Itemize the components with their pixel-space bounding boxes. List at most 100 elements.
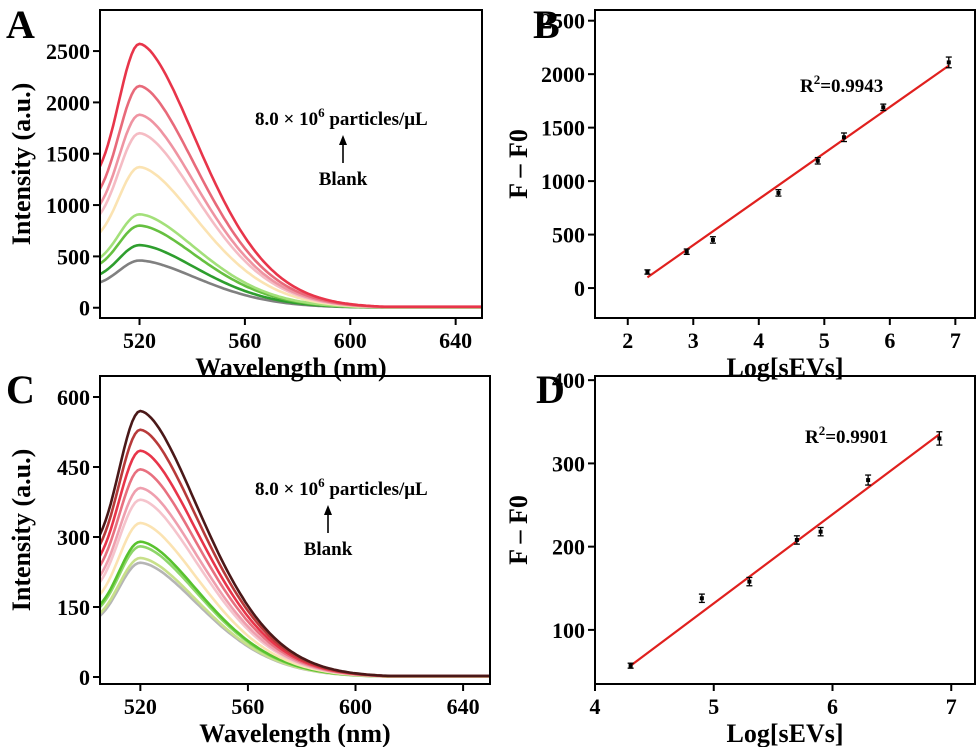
y-tick-label: 0	[79, 665, 90, 690]
panel-d: 4 5 6 7 100 200 300 400 Log[sEVs] F – F0 D R2=0.990…	[504, 367, 976, 747]
x-tick-label: 600	[339, 694, 372, 719]
y-tick-label: 1000	[541, 169, 585, 194]
y-tick-label: 600	[57, 385, 90, 410]
y-tick-label: 300	[57, 525, 90, 550]
spectrum-line-6	[100, 498, 490, 678]
x-tick-label: 7	[946, 694, 957, 719]
data-point	[794, 537, 799, 542]
x-tick-label: 3	[688, 328, 699, 353]
x-tick-label: 4	[753, 328, 764, 353]
x-tick-label: 520	[124, 694, 157, 719]
y-axis-title: F – F0	[504, 129, 533, 199]
r-squared-exponent: 2	[814, 72, 821, 87]
arrow-head	[324, 505, 332, 515]
arrow-head	[339, 135, 347, 145]
y-tick-label: 1000	[46, 193, 90, 218]
spectrum-line-9	[100, 42, 482, 308]
panel-a: 520 560 600 640 0 500 1000 1500 2000 2500 Waveleng…	[6, 2, 483, 382]
concentration-value: 8.0 × 10	[255, 479, 318, 500]
y-tick-label: 400	[552, 368, 585, 393]
x-tick-label: 6	[884, 328, 895, 353]
panel-label: D	[536, 367, 565, 412]
concentration-label: 8.0 × 106 particles/μL	[255, 475, 428, 500]
data-point	[841, 135, 846, 140]
x-tick-label: 560	[228, 328, 261, 353]
data-point	[747, 579, 752, 584]
y-tick-label: 1500	[46, 142, 90, 167]
data-point	[866, 478, 871, 483]
concentration-exponent: 6	[318, 475, 325, 490]
blank-label: Blank	[319, 169, 368, 190]
x-tick-label: 560	[231, 694, 264, 719]
series-group	[100, 409, 490, 678]
y-axis-title: F – F0	[504, 495, 533, 565]
x-axis-title: Wavelength (nm)	[199, 719, 390, 747]
y-tick-label: 500	[552, 223, 585, 248]
plot-frame	[594, 375, 976, 685]
spectrum-line-11	[100, 409, 490, 678]
data-point	[776, 190, 781, 195]
data-point	[946, 60, 951, 65]
concentration-unit: particles/μL	[325, 109, 428, 130]
y-tick-label: 300	[552, 451, 585, 476]
panel-label: A	[6, 2, 35, 47]
x-tick-label: 6	[827, 694, 838, 719]
plot-frame	[594, 9, 976, 319]
y-tick-label: 2000	[46, 90, 90, 115]
data-point	[699, 596, 704, 601]
y-tick-label: 100	[552, 618, 585, 643]
r-squared-label: R2=0.9943	[800, 72, 883, 97]
concentration-exponent: 6	[318, 105, 325, 120]
x-axis-title: Log[sEVs]	[726, 353, 843, 382]
x-axis-title: Wavelength (nm)	[195, 353, 386, 382]
x-tick-label: 7	[950, 328, 961, 353]
spectrum-line-7	[100, 486, 490, 678]
x-tick-label: 5	[819, 328, 830, 353]
panel-label: C	[6, 367, 35, 412]
y-tick-label: 150	[57, 595, 90, 620]
data-point	[815, 158, 820, 163]
r-squared-value: =0.9901	[825, 427, 888, 448]
plot-frame	[99, 375, 491, 685]
spectrum-line-2	[100, 243, 482, 309]
y-tick-label: 1500	[541, 116, 585, 141]
y-tick-label: 2500	[541, 9, 585, 34]
series-group	[100, 42, 482, 309]
panel-label: B	[533, 2, 560, 47]
blank-label: Blank	[304, 539, 353, 560]
x-tick-label: 4	[590, 694, 601, 719]
y-tick-label: 200	[552, 535, 585, 560]
y-axis-title: Intensity (a.u.)	[7, 83, 36, 246]
r-squared-base: R	[800, 76, 814, 97]
y-tick-label: 0	[79, 296, 90, 321]
y-tick-label: 2000	[541, 62, 585, 87]
plot-frame	[99, 9, 483, 319]
panel-b: 2 3 4 5 6 7 0 500 1000 1500 2000 2500 Log[sEVs] F – F…	[504, 2, 976, 382]
r-squared-exponent: 2	[819, 423, 826, 438]
x-tick-label: 5	[708, 694, 719, 719]
data-point	[937, 436, 942, 441]
y-axis-title: Intensity (a.u.)	[7, 449, 36, 612]
data-point	[710, 237, 715, 242]
concentration-label: 8.0 × 106 particles/μL	[255, 105, 428, 130]
x-axis-title: Log[sEVs]	[726, 719, 843, 747]
x-tick-label: 640	[447, 694, 480, 719]
x-tick-label: 600	[334, 328, 367, 353]
concentration-unit: particles/μL	[325, 479, 428, 500]
data-point	[645, 270, 650, 275]
y-tick-label: 0	[574, 276, 585, 301]
x-tick-label: 2	[622, 328, 633, 353]
data-point	[628, 663, 633, 668]
data-point	[818, 529, 823, 534]
concentration-value: 8.0 × 10	[255, 109, 318, 130]
r-squared-base: R	[805, 427, 819, 448]
fit-line	[629, 433, 941, 667]
r-squared-label: R2=0.9901	[805, 423, 888, 448]
x-tick-label: 640	[439, 328, 472, 353]
data-point	[881, 105, 886, 110]
y-tick-label: 500	[57, 244, 90, 269]
y-tick-label: 2500	[46, 39, 90, 64]
data-point	[684, 249, 689, 254]
